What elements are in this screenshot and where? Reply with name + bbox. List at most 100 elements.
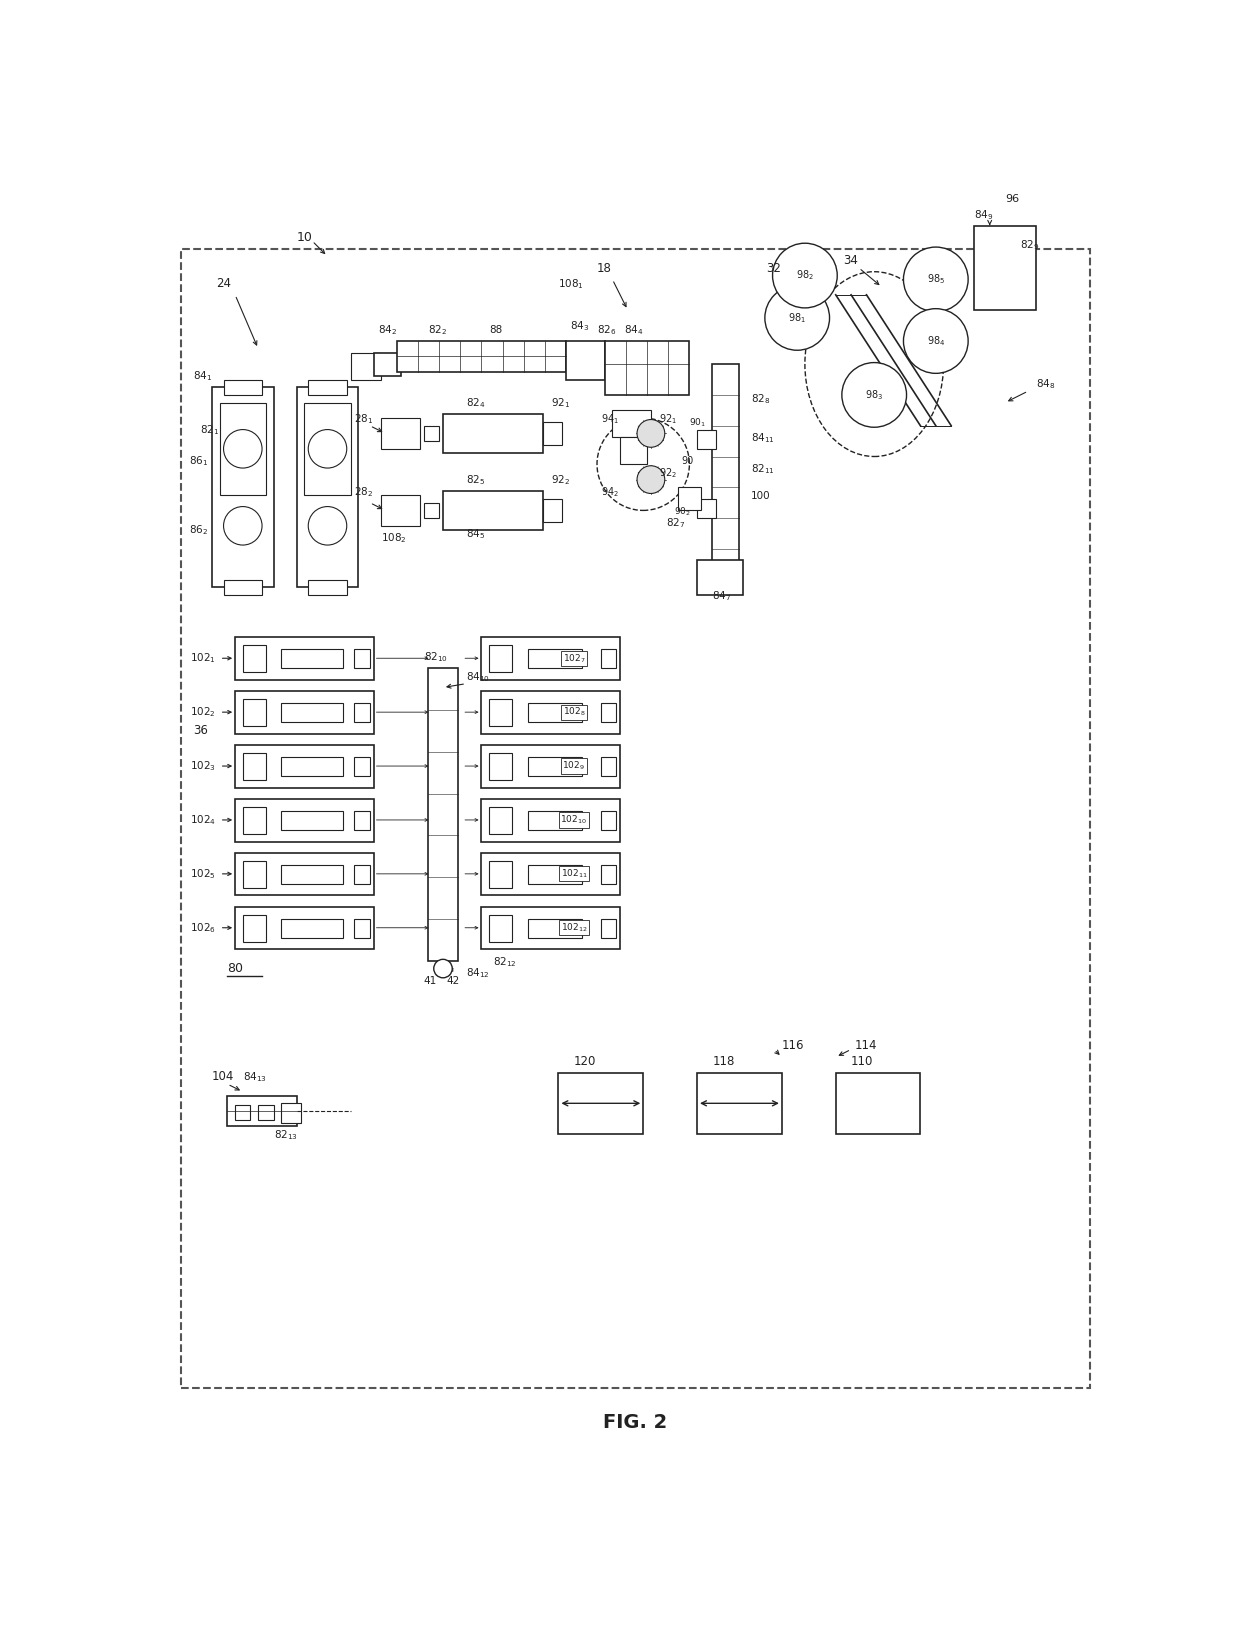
Text: 110: 110 (851, 1056, 873, 1069)
Bar (243, 645, 265, 673)
Text: $86_1$: $86_1$ (188, 454, 208, 468)
Text: $82_8$: $82_8$ (751, 393, 770, 406)
Text: 96: 96 (1006, 194, 1019, 204)
Text: $102_1$: $102_1$ (190, 652, 216, 665)
Bar (490, 914, 512, 942)
Bar (236, 637, 373, 679)
Text: $98_4$: $98_4$ (926, 334, 945, 349)
Bar (227, 1096, 296, 1126)
Bar (355, 702, 370, 722)
Text: 32: 32 (766, 262, 781, 275)
Bar (355, 865, 370, 885)
Bar (236, 800, 373, 842)
Text: $82_{10}$: $82_{10}$ (424, 650, 448, 665)
Text: $84_{13}$: $84_{13}$ (243, 1070, 267, 1083)
Bar (697, 498, 717, 518)
Bar (355, 919, 370, 938)
Text: $84_3$: $84_3$ (570, 319, 589, 334)
Bar (236, 691, 373, 733)
Bar (490, 645, 512, 673)
Text: $82_{12}$: $82_{12}$ (494, 955, 517, 969)
Bar (601, 865, 616, 885)
Text: $98_5$: $98_5$ (926, 272, 945, 287)
Text: $102_{11}$: $102_{11}$ (560, 868, 588, 880)
Text: FIG. 2: FIG. 2 (604, 1414, 667, 1432)
Bar (296, 388, 358, 588)
Bar (304, 402, 351, 495)
Bar (243, 753, 265, 780)
Text: 41: 41 (424, 976, 436, 986)
Bar (601, 702, 616, 722)
Text: 88: 88 (490, 326, 502, 336)
Circle shape (637, 420, 665, 448)
Bar (223, 380, 262, 394)
Bar (601, 648, 616, 668)
Bar (428, 668, 459, 961)
Bar (490, 753, 512, 780)
Bar (490, 699, 512, 727)
Bar (481, 800, 620, 842)
Bar (243, 914, 265, 942)
Bar (678, 487, 701, 510)
Text: $82_{11}$: $82_{11}$ (751, 463, 775, 476)
Bar (355, 648, 370, 668)
Text: $82_{13}$: $82_{13}$ (274, 1127, 298, 1142)
Text: 114: 114 (854, 1039, 878, 1052)
Text: 36: 36 (192, 723, 207, 736)
Text: $94_1$: $94_1$ (601, 412, 619, 425)
Bar (528, 811, 582, 829)
Bar (543, 422, 563, 445)
Bar (567, 340, 605, 380)
Circle shape (223, 430, 262, 468)
Bar (281, 648, 343, 668)
Bar (528, 757, 582, 775)
Bar (424, 425, 439, 441)
Bar (243, 699, 265, 727)
Bar (236, 1104, 250, 1121)
Bar (605, 340, 689, 394)
Text: $84_{12}$: $84_{12}$ (466, 966, 490, 981)
Text: $98_1$: $98_1$ (789, 311, 806, 324)
Text: 118: 118 (713, 1056, 735, 1069)
Text: 18: 18 (596, 262, 611, 275)
Bar (382, 495, 420, 526)
Text: $28_2$: $28_2$ (355, 485, 373, 498)
Text: $82_1$: $82_1$ (201, 424, 219, 437)
Text: $84_{10}$: $84_{10}$ (466, 670, 490, 684)
Text: $92_1$: $92_1$ (551, 396, 570, 411)
Text: $102_3$: $102_3$ (190, 759, 216, 772)
Bar (528, 648, 582, 668)
Circle shape (434, 959, 453, 977)
Bar (281, 1103, 300, 1122)
Text: 90: 90 (682, 456, 694, 466)
Bar (713, 365, 739, 580)
Text: $94_2$: $94_2$ (601, 485, 619, 498)
Text: $92_2$: $92_2$ (658, 466, 677, 479)
Bar (281, 865, 343, 885)
Text: $102_{12}$: $102_{12}$ (560, 922, 588, 933)
Text: $102_8$: $102_8$ (563, 705, 585, 718)
Bar (236, 744, 373, 787)
Text: $102_9$: $102_9$ (563, 759, 585, 772)
Text: $84_7$: $84_7$ (713, 590, 732, 603)
Bar (697, 430, 717, 450)
Bar (528, 865, 582, 885)
Bar (601, 757, 616, 775)
Bar (258, 1104, 274, 1121)
Bar (212, 388, 274, 588)
Text: $102_6$: $102_6$ (190, 920, 216, 935)
Bar (481, 854, 620, 896)
Text: 120: 120 (574, 1056, 596, 1069)
Text: 24: 24 (216, 277, 231, 290)
Bar (697, 560, 743, 595)
Circle shape (842, 363, 906, 427)
Bar (443, 492, 543, 529)
Bar (836, 1072, 920, 1134)
Bar (528, 702, 582, 722)
Text: $98_3$: $98_3$ (866, 388, 883, 402)
Text: $84_{11}$: $84_{11}$ (751, 432, 775, 445)
Text: $82_7$: $82_7$ (666, 516, 686, 529)
Text: 10: 10 (296, 231, 312, 244)
Bar (620, 437, 647, 464)
Bar (543, 498, 563, 521)
